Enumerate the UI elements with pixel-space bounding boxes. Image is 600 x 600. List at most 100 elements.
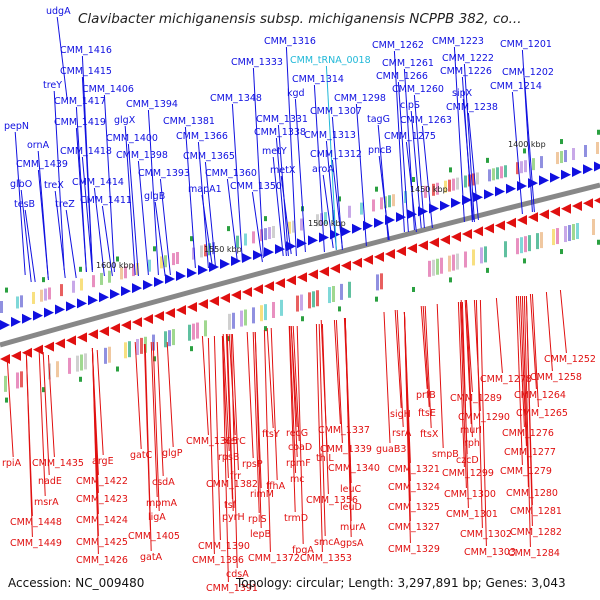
gene-label-sipx[interactable]: sipX (452, 88, 473, 99)
gene-label-cmm-1360[interactable]: CMM_1360 (205, 168, 257, 179)
gene-label-cmm-1214[interactable]: CMM_1214 (490, 81, 542, 92)
gene-label-cmm-1258[interactable]: CMM_1258 (530, 372, 582, 383)
gene-label-cmm-1222[interactable]: CMM_1222 (442, 53, 494, 64)
gene-label-cmm-1280[interactable]: CMM_1280 (506, 488, 558, 499)
gene-label-cmm-1300[interactable]: CMM_1300 (444, 489, 496, 500)
gene-label-orna[interactable]: ornA (27, 140, 50, 151)
gene-label-cmm-1417[interactable]: CMM_1417 (54, 96, 106, 107)
gene-label-tsf[interactable]: tsf (224, 500, 237, 511)
gene-label-cmm-1395[interactable]: CMM_1395 (186, 436, 238, 447)
gene-label-coad[interactable]: coaD (288, 442, 312, 453)
gene-label-cmm-1325[interactable]: CMM_1325 (388, 502, 440, 513)
gene-label-msra[interactable]: msrA (34, 497, 59, 508)
gene-label-pepn[interactable]: pepN (4, 121, 29, 132)
gene-label-cmm-trna-0018[interactable]: CMM_tRNA_0018 (290, 55, 371, 66)
gene-label-cmm-1321[interactable]: CMM_1321 (388, 464, 440, 475)
gene-label-cmm-1435[interactable]: CMM_1435 (32, 458, 84, 469)
gene-label-clps[interactable]: clpS (400, 100, 420, 111)
gene-label-pncb[interactable]: pncB (368, 145, 392, 156)
gene-label-mapa1[interactable]: mapA1 (188, 184, 222, 195)
gene-label-gatc[interactable]: gatC (130, 450, 153, 461)
gene-label-cmm-1416[interactable]: CMM_1416 (60, 45, 112, 56)
gene-label-cmm-1398[interactable]: CMM_1398 (116, 150, 168, 161)
gene-label-cmm-1423[interactable]: CMM_1423 (76, 494, 128, 505)
gene-label-cmm-1279[interactable]: CMM_1279 (500, 466, 552, 477)
gene-label-cmm-1302[interactable]: CMM_1302 (460, 529, 512, 540)
gene-label-cmm-1418[interactable]: CMM_1418 (60, 146, 112, 157)
gene-label-rpsp[interactable]: rpsP (242, 459, 263, 470)
gene-label-cmm-1422[interactable]: CMM_1422 (76, 476, 128, 487)
gene-label-glbo[interactable]: glbO (10, 179, 32, 190)
gene-label-cmm-1275[interactable]: CMM_1275 (384, 131, 436, 142)
gene-label-smpb[interactable]: smpB (432, 449, 459, 460)
gene-label-cmm-1277[interactable]: CMM_1277 (504, 447, 556, 458)
gene-label-cmm-1307[interactable]: CMM_1307 (310, 106, 362, 117)
gene-label-cmm-1312[interactable]: CMM_1312 (310, 149, 362, 160)
gene-label-cmm-1265[interactable]: CMM_1265 (516, 408, 568, 419)
gene-label-trex[interactable]: treX (44, 180, 64, 191)
gene-label-mpma[interactable]: mpmA (146, 498, 178, 509)
gene-label-cmm-1415[interactable]: CMM_1415 (60, 66, 112, 77)
gene-label-cmm-1366[interactable]: CMM_1366 (176, 131, 228, 142)
gene-label-recg[interactable]: recG (286, 428, 308, 439)
gene-label-aroa[interactable]: aroA (312, 164, 334, 175)
gene-label-mura[interactable]: murA (340, 522, 366, 533)
gene-label-glgp[interactable]: glgP (162, 448, 183, 459)
gene-label-cmm-1426[interactable]: CMM_1426 (76, 555, 128, 566)
gene-label-cmm-1393[interactable]: CMM_1393 (138, 168, 190, 179)
gene-label-cmm-1411[interactable]: CMM_1411 (80, 195, 132, 206)
gene-label-glgb[interactable]: glgB (144, 191, 165, 202)
gene-label-rimm[interactable]: rimM (250, 489, 274, 500)
gene-label-cmm-1394[interactable]: CMM_1394 (126, 99, 178, 110)
gene-label-cmm-1298[interactable]: CMM_1298 (334, 93, 386, 104)
gene-label-metx[interactable]: metX (270, 165, 296, 176)
gene-label-cmm-1390[interactable]: CMM_1390 (198, 541, 250, 552)
gene-label-prfb[interactable]: prfB (416, 390, 436, 401)
gene-label-cmm-1365[interactable]: CMM_1365 (183, 151, 235, 162)
gene-label-cmm-1282[interactable]: CMM_1282 (510, 527, 562, 538)
gene-label-cmm-1276[interactable]: CMM_1276 (502, 428, 554, 439)
gene-label-fpga[interactable]: fpgA (292, 545, 314, 556)
gene-label-tesb[interactable]: tesB (14, 199, 35, 210)
gene-label-cmm-1201[interactable]: CMM_1201 (500, 39, 552, 50)
gene-label-csda[interactable]: csdA (152, 477, 175, 488)
gene-label-sigh[interactable]: sigH (390, 409, 411, 420)
gene-label-cmm-1303[interactable]: CMM_1303 (464, 547, 516, 558)
gene-label-cmm-1419[interactable]: CMM_1419 (54, 117, 106, 128)
gene-label-cmm-1338[interactable]: CMM_1338 (254, 127, 306, 138)
gene-label-cmm-1382[interactable]: CMM_1382 (206, 479, 258, 490)
gene-label-cmm-1448[interactable]: CMM_1448 (10, 517, 62, 528)
gene-label-cmm-1350[interactable]: CMM_1350 (230, 181, 282, 192)
gene-label-cmm-1356[interactable]: CMM_1356 (306, 495, 358, 506)
gene-label-rsra[interactable]: rsrA (392, 428, 412, 439)
gene-label-rpmf[interactable]: rpmF (286, 458, 311, 469)
gene-label-pyrh[interactable]: pyrH (222, 512, 245, 523)
gene-label-cmm-1439[interactable]: CMM_1439 (16, 159, 68, 170)
gene-label-cmm-1406[interactable]: CMM_1406 (82, 84, 134, 95)
gene-label-cmm-1260[interactable]: CMM_1260 (392, 84, 444, 95)
gene-label-gata[interactable]: gatA (140, 552, 163, 563)
gene-label-guab3[interactable]: guaB3 (376, 444, 406, 455)
gene-label-cmm-1405[interactable]: CMM_1405 (128, 531, 180, 542)
gene-label-cmm-1289[interactable]: CMM_1289 (450, 393, 502, 404)
gene-label-rph[interactable]: rph (464, 438, 480, 449)
gene-label-cmm-1263[interactable]: CMM_1263 (400, 115, 452, 126)
gene-label-cmm-1202[interactable]: CMM_1202 (502, 67, 554, 78)
gene-label-trez[interactable]: treZ (55, 199, 75, 210)
gene-label-mc[interactable]: mc (290, 474, 304, 485)
gene-label-smca[interactable]: smcA (314, 537, 340, 548)
gene-label-cmm-1301[interactable]: CMM_1301 (446, 509, 498, 520)
gene-label-thil[interactable]: thiL (316, 453, 334, 464)
gene-label-tagg[interactable]: tagG (367, 114, 390, 125)
gene-label-cmm-1381[interactable]: CMM_1381 (163, 116, 215, 127)
gene-label-cmm-1372[interactable]: CMM_1372 (248, 553, 300, 564)
gene-label-cmm-1314[interactable]: CMM_1314 (292, 74, 344, 85)
gene-label-kgd[interactable]: kgd (287, 88, 305, 99)
gene-label-cmm-1331[interactable]: CMM_1331 (256, 114, 308, 125)
gene-label-cmm-1262[interactable]: CMM_1262 (372, 40, 424, 51)
gene-label-cmm-1333[interactable]: CMM_1333 (231, 57, 283, 68)
gene-label-cmm-1324[interactable]: CMM_1324 (388, 482, 440, 493)
gene-label-cmm-1290[interactable]: CMM_1290 (458, 412, 510, 423)
gene-label-leud[interactable]: leuD (340, 502, 362, 513)
gene-label-cmm-1425[interactable]: CMM_1425 (76, 537, 128, 548)
